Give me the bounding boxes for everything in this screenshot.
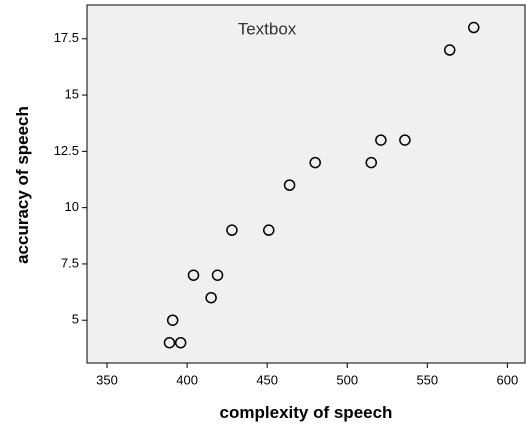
- y-tick-label: 12.5: [54, 143, 79, 158]
- x-tick-label: 600: [497, 372, 519, 387]
- point: [263, 224, 275, 236]
- point: [468, 21, 480, 34]
- y-tick-label: 15: [65, 87, 79, 102]
- plot-area: [86, 4, 526, 364]
- y-tick-label: 5: [72, 312, 79, 327]
- point: [399, 134, 411, 146]
- y-tick-label: 17.5: [54, 30, 79, 45]
- point: [187, 269, 200, 281]
- point: [375, 134, 387, 146]
- point: [365, 156, 378, 169]
- point: [163, 336, 176, 349]
- x-tick-label: 350: [96, 372, 118, 387]
- annotation: Textbox: [238, 19, 297, 38]
- point: [205, 291, 217, 304]
- point: [174, 336, 187, 349]
- x-tick-label: 400: [176, 372, 198, 387]
- x-tick-label: 500: [336, 372, 358, 387]
- point: [226, 224, 238, 236]
- point: [283, 179, 296, 191]
- y-axis-title: accuracy of speech: [13, 106, 32, 264]
- x-tick-label: 550: [416, 372, 438, 387]
- point: [211, 269, 224, 281]
- point: [309, 156, 321, 169]
- point: [166, 314, 179, 326]
- x-axis-title: complexity of speech: [220, 403, 393, 422]
- x-tick-label: 450: [256, 372, 278, 387]
- point: [443, 44, 456, 56]
- y-tick-label: 7.5: [61, 255, 79, 270]
- y-tick-label: 10: [65, 199, 79, 214]
